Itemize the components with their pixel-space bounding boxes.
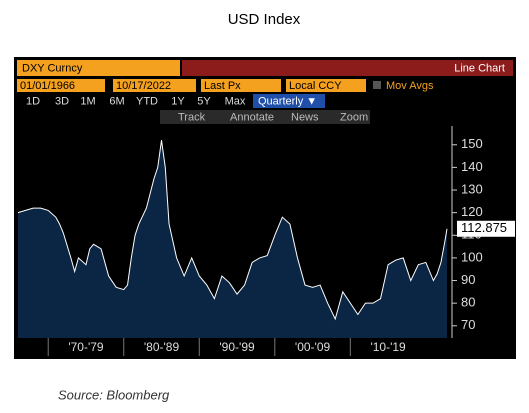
start-date-field[interactable] bbox=[17, 79, 105, 92]
y-tick-label: 90 bbox=[461, 272, 475, 287]
field: Last Px bbox=[204, 80, 241, 92]
security-field[interactable] bbox=[17, 60, 180, 76]
period-buttons: 1D 3D 1M 6M YTD 1Y 5Y Max bbox=[26, 95, 246, 107]
period-button[interactable]: 1M bbox=[80, 95, 95, 107]
period-button[interactable]: 3D bbox=[55, 95, 69, 107]
period-button[interactable]: YTD bbox=[136, 95, 158, 107]
y-tick-label: 70 bbox=[461, 317, 475, 332]
chart-title: USD Index bbox=[228, 11, 301, 28]
currency-select[interactable] bbox=[286, 79, 366, 92]
tools: Track Annotate News Zoom bbox=[178, 111, 368, 123]
period-button[interactable]: 1D bbox=[26, 95, 40, 107]
y-tick-label: 120 bbox=[461, 204, 483, 219]
title-bar bbox=[182, 60, 513, 76]
last-value-box bbox=[457, 220, 515, 237]
period-button[interactable]: 5Y bbox=[197, 95, 211, 107]
x-tick-label: '70-'79 bbox=[68, 340, 104, 354]
moving-averages: Mov Avgs bbox=[386, 80, 434, 92]
y-tick-label: 130 bbox=[461, 181, 483, 196]
tool-button[interactable]: News bbox=[291, 111, 319, 123]
x-tick-label: '00-'09 bbox=[295, 340, 331, 354]
security: DXY Curncy bbox=[22, 62, 83, 74]
last-value-label: 112.875 bbox=[461, 220, 507, 235]
checkbox[interactable] bbox=[373, 81, 381, 89]
frequency-select[interactable] bbox=[253, 94, 325, 108]
y-tick-label: 80 bbox=[461, 295, 475, 310]
period-button[interactable]: 6M bbox=[109, 95, 124, 107]
period-button[interactable]: 1Y bbox=[171, 95, 185, 107]
end-date: 10/17/2022 bbox=[116, 80, 171, 92]
tool-button[interactable]: Zoom bbox=[340, 111, 368, 123]
x-tick-label: '90-'99 bbox=[219, 340, 255, 354]
y-tick-label: 150 bbox=[461, 136, 483, 151]
toolbar bbox=[160, 110, 370, 124]
frequency: Quarterly ▼ bbox=[258, 95, 317, 107]
source: Source: Bloomberg bbox=[58, 387, 170, 402]
currency: Local CCY bbox=[289, 80, 342, 92]
line bbox=[17, 140, 448, 321]
tool-button[interactable]: Track bbox=[178, 111, 206, 123]
tool-button[interactable]: Annotate bbox=[230, 111, 274, 123]
x-tick-label: '10-'19 bbox=[370, 340, 406, 354]
end-date-field[interactable] bbox=[113, 79, 196, 92]
area bbox=[18, 140, 447, 338]
start-date: 01/01/1966 bbox=[20, 80, 75, 92]
x-tick-label: '80-'89 bbox=[144, 340, 180, 354]
y-tick-label: 140 bbox=[461, 159, 483, 174]
period-button[interactable]: Max bbox=[225, 95, 246, 107]
field-select[interactable] bbox=[201, 79, 281, 92]
chart-kind: Line Chart bbox=[454, 62, 505, 74]
y-tick-label: 100 bbox=[461, 249, 483, 264]
